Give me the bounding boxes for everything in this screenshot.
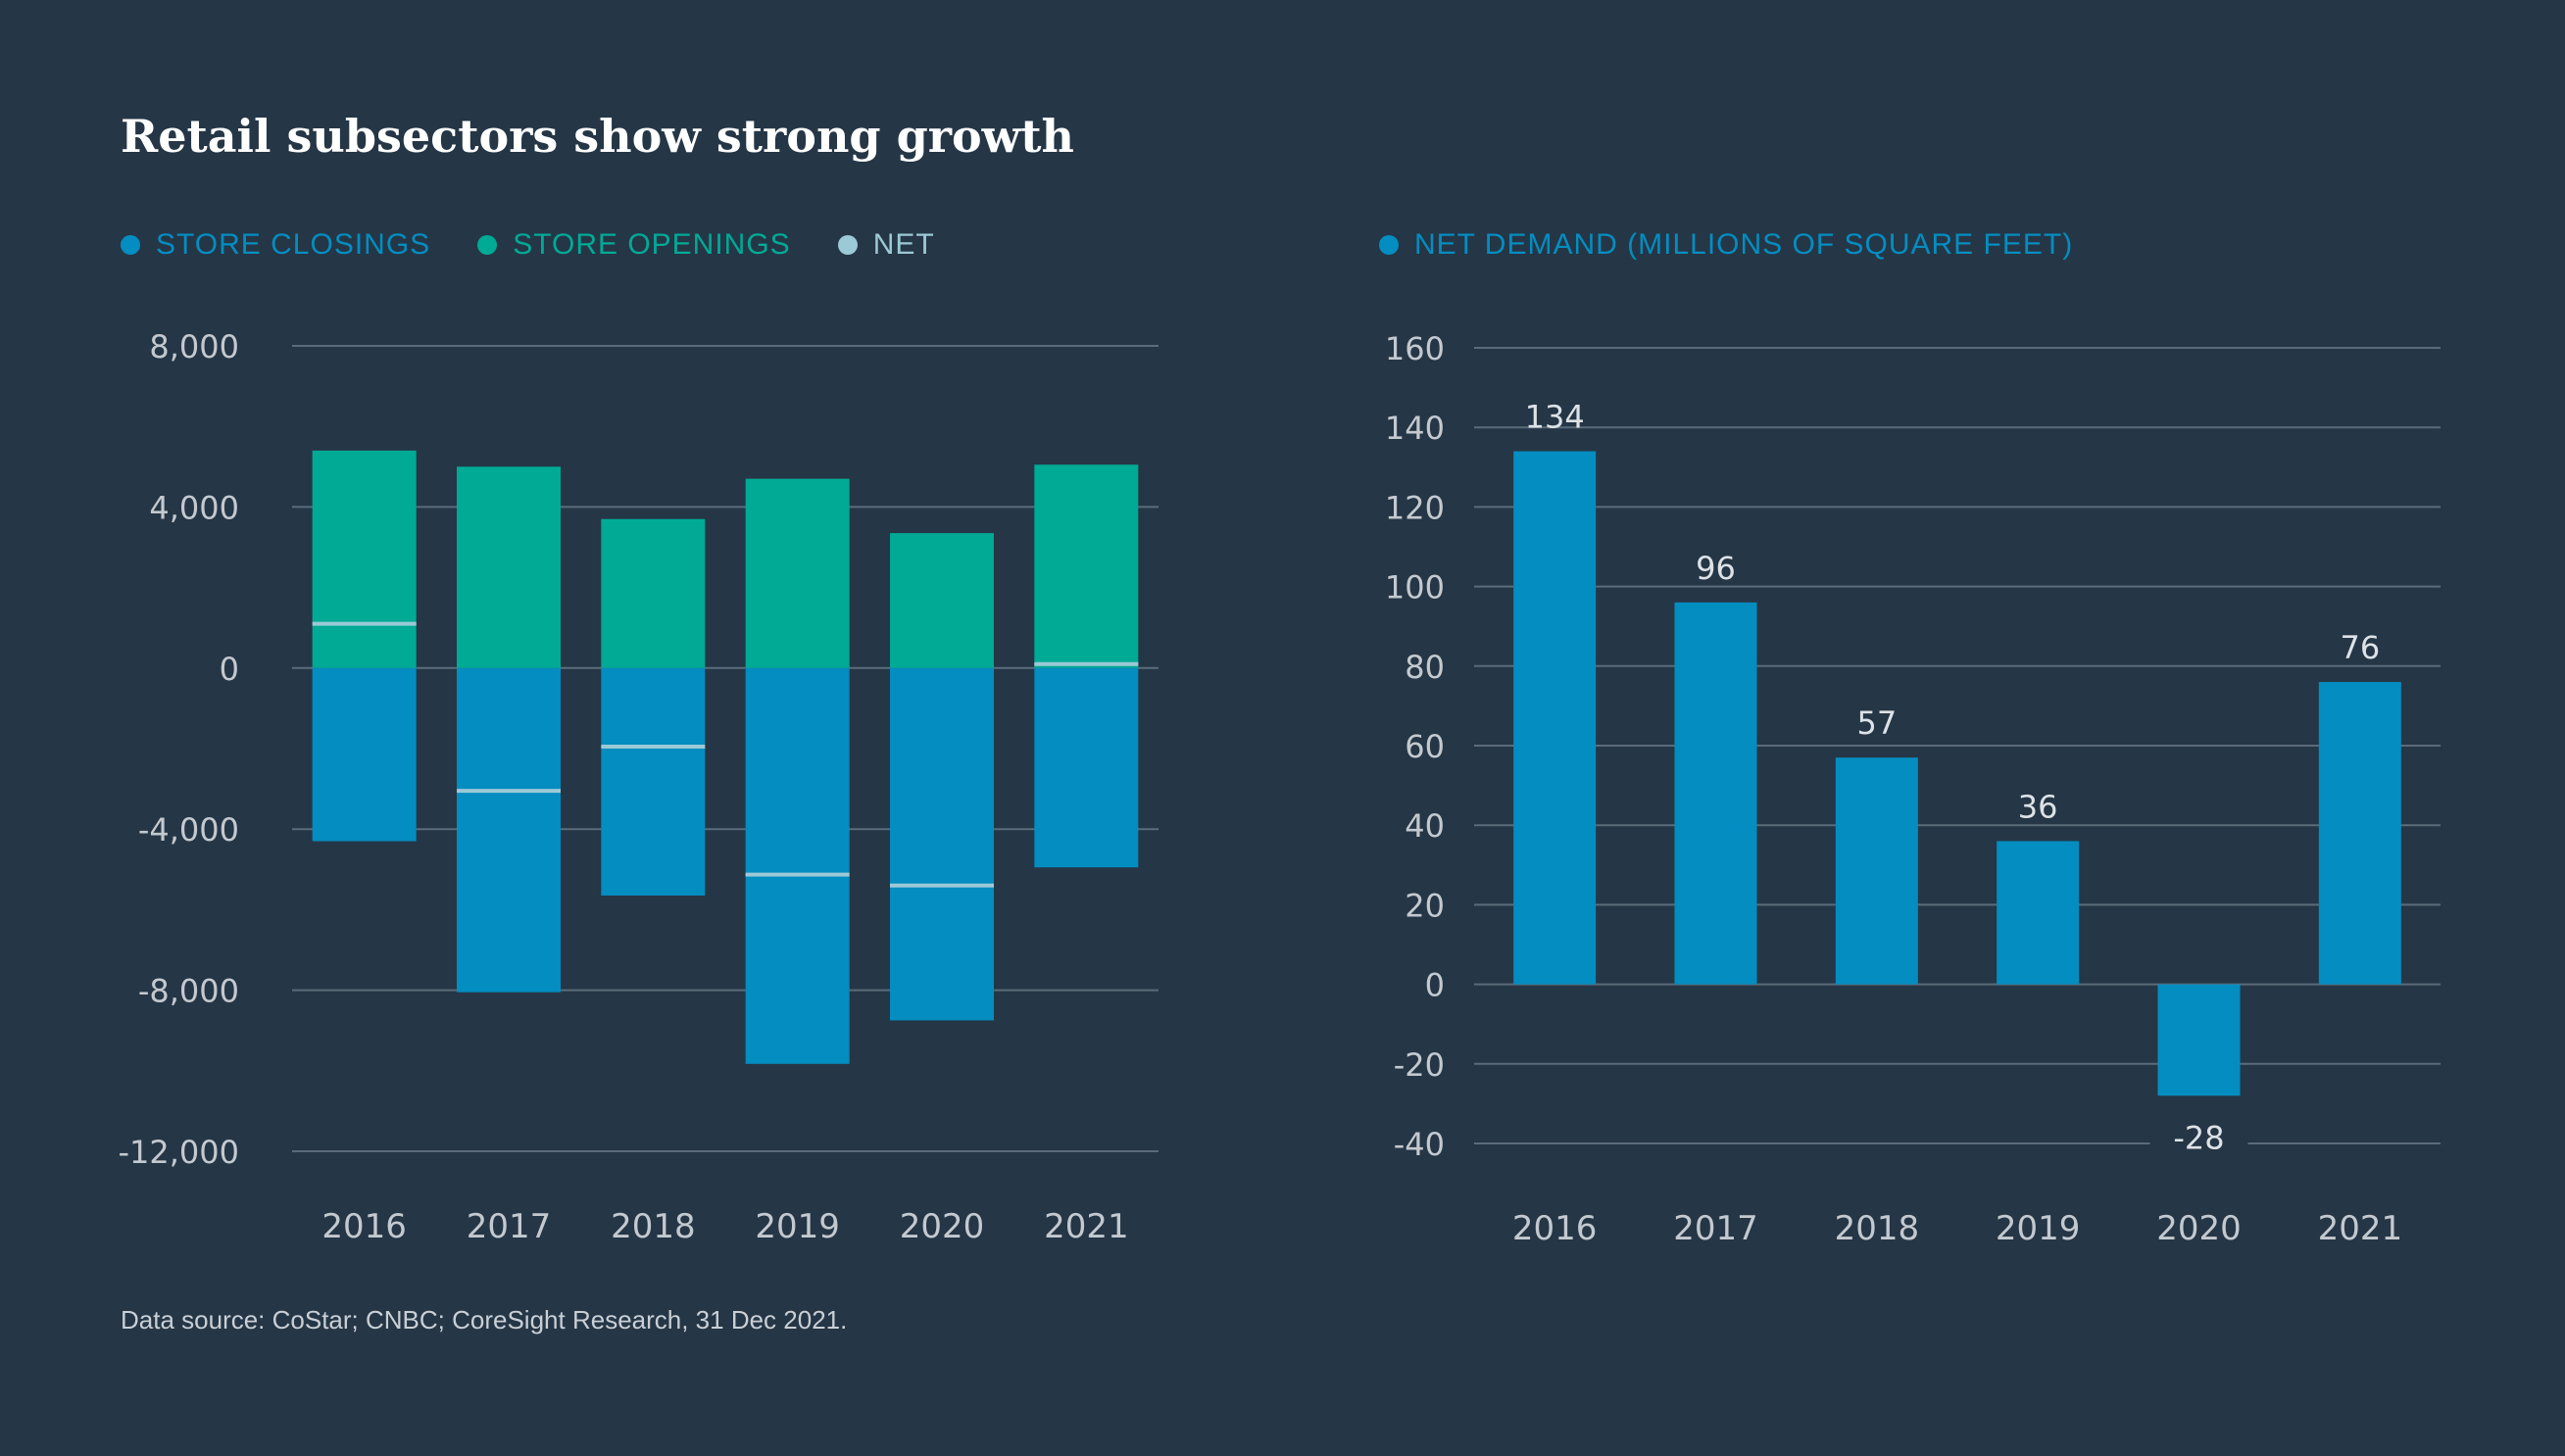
y-tick-label: 40 — [1405, 807, 1445, 845]
legend-label: STORE CLOSINGS — [156, 228, 431, 261]
y-tick-label: 0 — [1425, 967, 1445, 1004]
bar-net-demand — [1513, 451, 1597, 985]
legend-item: STORE OPENINGS — [477, 228, 791, 262]
x-tick-label: 2021 — [1044, 1207, 1129, 1246]
y-tick-label: -40 — [1394, 1126, 1445, 1163]
bar-net-demand — [1835, 757, 1918, 985]
data-label: 134 — [1525, 399, 1585, 436]
y-tick-label: 80 — [1405, 649, 1445, 686]
bar-store-openings — [745, 478, 850, 668]
closings-openings-chart: 8,000 4,000 0 -4,000 -8,000 -12,000 2016 2017 20… — [118, 328, 1159, 1246]
x-tick-label: 2019 — [755, 1207, 840, 1246]
net-demand-chart: 160 140 120 100 80 60 40 20 0 -20 -40 134 2016 96 2017… — [1385, 330, 2441, 1248]
y-tick-label: -12,000 — [118, 1134, 239, 1171]
x-tick-label: 2017 — [1673, 1209, 1758, 1248]
legend-item: NET — [837, 228, 935, 262]
legend-dot-icon — [477, 235, 498, 255]
bar-store-closings — [601, 667, 706, 897]
data-label: -28 — [2173, 1119, 2224, 1156]
y-tick-label: 60 — [1405, 728, 1445, 765]
legend-dot-icon — [121, 235, 140, 255]
x-tick-label: 2017 — [467, 1207, 552, 1246]
bar-store-openings — [601, 518, 706, 668]
legend-left: STORE CLOSINGS STORE OPENINGS NET — [121, 228, 982, 262]
bar-store-closings — [890, 667, 994, 1021]
bar-store-openings — [457, 466, 561, 668]
data-label: 76 — [2340, 629, 2380, 666]
x-tick-label: 2018 — [611, 1207, 696, 1246]
data-source-note: Data source: CoStar; CNBC; CoreSight Res… — [121, 1305, 848, 1335]
data-label: 57 — [1856, 704, 1897, 742]
bar-net-demand — [2157, 984, 2241, 1096]
data-label: 36 — [2018, 788, 2058, 825]
y-tick-label: 100 — [1385, 569, 1445, 607]
bar-store-closings — [1034, 667, 1139, 868]
x-tick-label: 2016 — [321, 1207, 407, 1246]
y-tick-label: -4,000 — [138, 811, 239, 849]
bar-net-demand — [1997, 841, 2080, 985]
legend-item: STORE CLOSINGS — [121, 228, 430, 262]
legend-dot-icon — [1379, 235, 1399, 255]
bar-net-demand — [1674, 602, 1757, 985]
y-tick-label: 160 — [1385, 330, 1445, 367]
bar-store-openings — [1034, 464, 1139, 668]
x-tick-label: 2021 — [2318, 1209, 2403, 1248]
bar-net-demand — [2318, 682, 2401, 985]
legend-item: NET DEMAND (MILLIONS OF SQUARE FEET) — [1379, 228, 2073, 262]
x-tick-label: 2020 — [900, 1207, 985, 1246]
legend-label: STORE OPENINGS — [513, 228, 791, 261]
y-tick-label: 0 — [220, 651, 239, 688]
legend-right: NET DEMAND (MILLIONS OF SQUARE FEET) — [1379, 228, 2120, 262]
legend-label: NET DEMAND (MILLIONS OF SQUARE FEET) — [1414, 228, 2074, 261]
y-tick-label: -8,000 — [138, 973, 239, 1010]
y-tick-label: -20 — [1394, 1046, 1445, 1084]
x-tick-label: 2016 — [1512, 1209, 1598, 1248]
legend-label: NET — [872, 228, 935, 261]
x-tick-label: 2020 — [2156, 1209, 2242, 1248]
bar-store-openings — [890, 533, 994, 668]
y-tick-label: 8,000 — [149, 328, 239, 365]
x-tick-label: 2019 — [1996, 1209, 2081, 1248]
y-tick-label: 120 — [1385, 489, 1445, 526]
chart-title: Retail subsectors show strong growth — [121, 110, 1074, 163]
data-label: 96 — [1696, 550, 1736, 587]
x-tick-label: 2018 — [1835, 1209, 1920, 1248]
bar-store-closings — [745, 667, 850, 1064]
legend-dot-icon — [837, 235, 858, 255]
y-tick-label: 140 — [1385, 410, 1445, 447]
bar-store-openings — [312, 450, 417, 668]
y-tick-label: 4,000 — [149, 489, 239, 526]
bar-store-closings — [457, 667, 561, 993]
bar-store-closings — [312, 667, 417, 842]
y-tick-label: 20 — [1405, 887, 1445, 924]
